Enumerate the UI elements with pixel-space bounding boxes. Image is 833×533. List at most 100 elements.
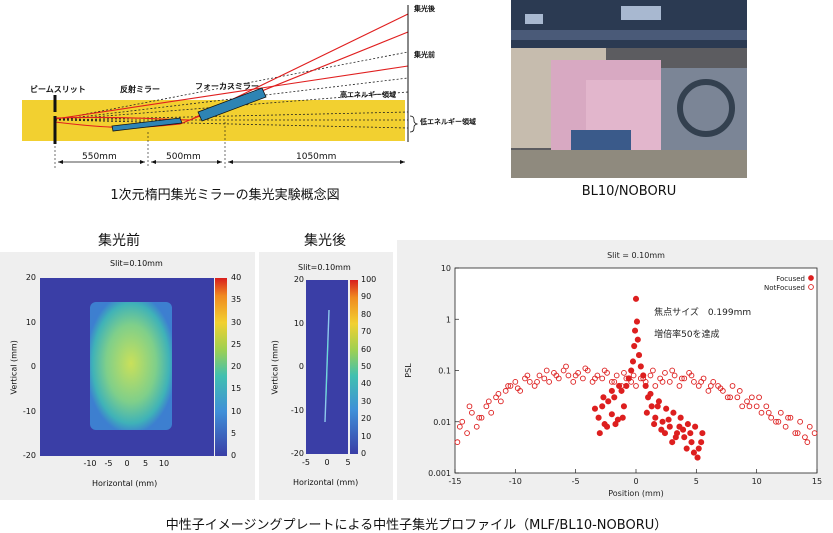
notfocused-point <box>671 372 678 379</box>
notfocused-point <box>724 394 731 401</box>
notfocused-point <box>652 383 659 389</box>
y-tick-label: 10 <box>293 318 304 328</box>
notfocused-point <box>650 367 656 374</box>
focused-point <box>688 439 695 446</box>
notfocused-point <box>464 430 470 436</box>
notfocused-point <box>777 409 784 416</box>
notfocused-point <box>580 375 586 382</box>
focused-point <box>599 403 606 410</box>
map-after-ylabel: Vertical (mm) <box>270 340 280 395</box>
chart-title: Slit = 0.10mm <box>607 251 665 260</box>
notfocused-point <box>758 409 765 416</box>
focused-point <box>629 358 637 365</box>
map-before-ylabel: Vertical (mm) <box>9 340 19 395</box>
notfocused-point <box>782 423 789 430</box>
notfocused-point <box>601 367 608 374</box>
focused-point <box>612 421 619 428</box>
focused-point <box>658 426 665 433</box>
focusing-schematic <box>22 5 419 168</box>
notfocused-point <box>613 372 620 379</box>
colorbar-tick-label: 35 <box>231 295 242 305</box>
y-tick-label: -20 <box>290 449 304 458</box>
notfocused-point <box>746 403 753 410</box>
notfocused-point <box>797 418 803 425</box>
focused-point <box>608 411 615 418</box>
colorbar-tick-label: 10 <box>231 406 242 416</box>
notfocused-point <box>717 385 724 392</box>
focused-point <box>623 382 630 389</box>
x-tick-label: 15 <box>812 477 822 486</box>
notfocused-point <box>679 375 685 382</box>
x-tick-label: 10 <box>158 459 170 468</box>
y-tick-label: -10 <box>290 405 304 415</box>
focused-point <box>684 421 691 428</box>
notfocused-point <box>618 383 625 389</box>
focused-point <box>680 426 687 433</box>
focused-point <box>677 414 684 421</box>
plot-area <box>454 267 818 474</box>
x-tick-label: -5 <box>104 459 113 468</box>
focused-point <box>661 430 669 437</box>
notfocused-point <box>621 369 627 376</box>
notfocused-point <box>526 379 533 385</box>
y-tick-label: 10 <box>441 264 451 273</box>
notfocused-point <box>582 365 589 372</box>
notfocused-point <box>748 394 755 401</box>
annotation-focus-size: 焦点サイズ 0.199mm <box>654 306 751 318</box>
x-tick-label: -10 <box>83 459 97 468</box>
y-tick-label: 0 <box>298 362 304 371</box>
notfocused-point <box>512 379 519 385</box>
notfocused-point <box>495 391 502 397</box>
focused-point <box>608 387 615 394</box>
notfocused-point <box>611 379 618 385</box>
focused-point <box>651 421 658 428</box>
notfocused-point <box>695 383 702 389</box>
notfocused-point <box>485 398 492 405</box>
focused-point <box>631 342 638 350</box>
colorbar-tick-label: 15 <box>231 384 242 394</box>
notfocused-point <box>669 367 676 374</box>
notfocused-point <box>534 379 540 385</box>
bottom-caption: 中性子イメージングプレートによる中性子集光プロファイル（MLF/BL10-NOB… <box>165 518 668 533</box>
x-tick-label: -15 <box>448 477 461 486</box>
x-tick-label: 0 <box>324 458 330 467</box>
notfocused-point <box>739 403 746 410</box>
focused-point <box>655 398 662 405</box>
notfocused-point <box>775 418 782 425</box>
focused-point <box>633 318 641 325</box>
notfocused-point <box>794 430 801 436</box>
focused-point <box>632 295 640 302</box>
notfocused-point <box>765 409 772 416</box>
colorbar-tick-label: 25 <box>231 339 242 349</box>
label-focus-mirror: フォーカスミラー <box>195 82 259 91</box>
notfocused-point <box>681 375 688 382</box>
notfocused-point <box>546 379 552 385</box>
x-tick-label: 5 <box>694 477 699 486</box>
label-before-focus: 集光前 <box>414 51 435 59</box>
focused-point <box>618 387 625 394</box>
notfocused-point <box>744 398 750 405</box>
notfocused-point <box>630 372 637 379</box>
distance-3: 1050mm <box>296 152 337 162</box>
focused-point <box>672 434 679 441</box>
notfocused-point <box>787 414 794 421</box>
map-after-title: 集光後 <box>304 233 346 249</box>
x-tick-label: 10 <box>752 477 762 486</box>
focused-point <box>663 405 670 412</box>
focused-point <box>698 439 705 446</box>
notfocused-point <box>705 388 712 394</box>
legend-marker <box>808 275 814 281</box>
notfocused-point <box>659 379 666 385</box>
notfocused-point <box>454 439 461 445</box>
colorbar-tick-label: 50 <box>361 362 372 371</box>
x-axis-label: Position (mm) <box>608 489 664 498</box>
notfocused-point <box>666 379 673 385</box>
notfocused-point <box>633 383 639 389</box>
notfocused-point <box>763 403 770 410</box>
x-tick-label: 0 <box>633 477 638 486</box>
colorbar-tick-label: 0 <box>231 451 237 460</box>
focused-point <box>648 403 655 410</box>
focused-point <box>659 418 666 425</box>
y-tick-label: -20 <box>22 451 36 460</box>
colorbar-tick-label: 80 <box>361 309 372 319</box>
